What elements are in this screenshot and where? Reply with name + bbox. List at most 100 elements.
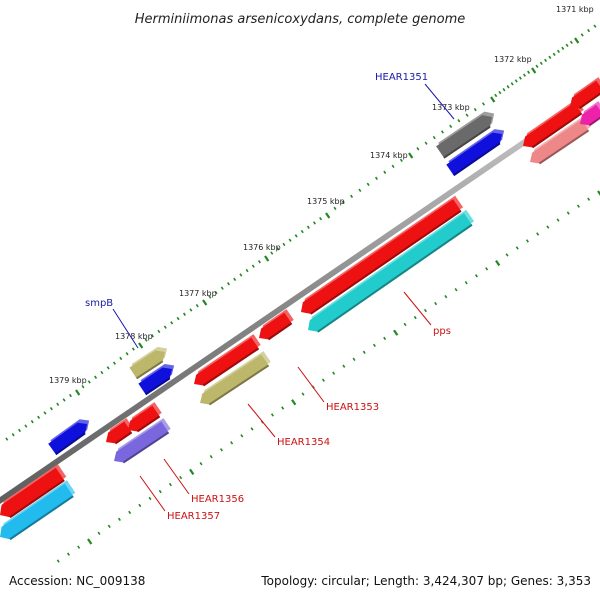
feature-shadow [9, 495, 74, 541]
feature-shadow [531, 112, 583, 149]
gene-feature [200, 351, 271, 406]
gene-label: HEAR1357 [167, 511, 220, 522]
accession-text: Accession: NC_009138 [9, 574, 146, 588]
minor-tick [474, 274, 478, 278]
minor-tick [68, 393, 72, 398]
minor-tick [226, 282, 230, 286]
gene-feature [138, 363, 175, 396]
minor-tick [546, 225, 550, 229]
feature-shadow [55, 432, 86, 456]
minor-tick [454, 287, 458, 292]
minor-tick [37, 415, 41, 420]
minor-tick [383, 170, 387, 175]
minor-tick [587, 197, 591, 201]
minor-tick [94, 375, 98, 379]
feature-body [301, 199, 461, 314]
minor-tick [372, 343, 376, 348]
minor-tick [391, 164, 395, 169]
minor-tick [125, 352, 129, 356]
minor-tick [342, 364, 346, 368]
gene-features [0, 77, 600, 541]
minor-tick [535, 64, 539, 69]
minor-tick [494, 93, 498, 98]
minor-tick [527, 70, 531, 74]
feature-body [580, 104, 600, 126]
feature-shadow [267, 322, 293, 341]
minor-tick [464, 281, 468, 285]
minor-tick [24, 424, 28, 428]
feature-body [128, 405, 160, 432]
minor-tick [245, 268, 249, 273]
minor-tick [251, 264, 255, 268]
minor-tick [131, 347, 135, 351]
minor-tick [332, 371, 336, 375]
minor-tick [341, 200, 345, 205]
label-leader-line [403, 291, 432, 326]
tick-label: 1372 kbp [494, 55, 532, 64]
label-leader-line [139, 475, 166, 512]
minor-tick [352, 357, 356, 361]
minor-tick [444, 294, 448, 299]
minor-tick [158, 489, 162, 494]
minor-tick [11, 433, 15, 437]
feature-body [308, 213, 472, 332]
minor-tick [485, 267, 489, 271]
minor-tick [333, 206, 337, 211]
minor-tick [566, 211, 570, 215]
minor-tick [358, 188, 362, 193]
minor-tick [350, 194, 354, 199]
minor-tick [168, 482, 172, 487]
minor-tick [157, 329, 161, 334]
label-leader-line [424, 83, 455, 120]
minor-tick [43, 411, 47, 415]
minor-tick [403, 322, 407, 327]
minor-tick [128, 510, 132, 515]
minor-tick [561, 46, 565, 51]
tick-label: 1371 kbp [556, 5, 594, 14]
feature-body [114, 421, 169, 463]
gene-feature [106, 418, 134, 445]
minor-tick [413, 315, 417, 320]
minor-tick [587, 28, 591, 33]
gene-feature [48, 419, 90, 456]
feature-body [48, 422, 87, 455]
minor-tick [552, 52, 556, 57]
minor-tick [434, 301, 438, 306]
minor-tick [66, 552, 70, 556]
minor-tick [56, 559, 60, 563]
minor-tick [539, 61, 543, 66]
label-leader-line [247, 403, 276, 438]
minor-tick [502, 87, 506, 92]
feature-shadow [136, 415, 161, 433]
minor-tick [282, 242, 286, 247]
minor-tick [593, 24, 597, 28]
gene-label: HEAR1356 [191, 494, 244, 505]
minor-tick [220, 286, 224, 290]
minor-tick [117, 517, 121, 522]
minor-tick [301, 392, 305, 396]
map-title: Herminiimonas arsenicoxydans, complete g… [135, 12, 465, 27]
minor-tick [505, 253, 509, 257]
gene-feature [0, 464, 67, 519]
minor-tick [106, 366, 110, 370]
minor-tick [239, 273, 243, 277]
minor-tick [276, 247, 280, 251]
minor-tick [518, 76, 522, 80]
feature-body [129, 350, 165, 379]
major-tick [202, 299, 208, 306]
gene-feature [114, 418, 171, 464]
gene-feature [129, 346, 168, 380]
minor-tick [525, 239, 529, 243]
minor-tick [170, 321, 174, 325]
minor-tick [423, 308, 427, 313]
minor-tick [189, 308, 193, 312]
minor-tick [240, 434, 244, 438]
feature-shadow [136, 360, 164, 380]
minor-tick [214, 290, 218, 295]
minor-tick [163, 325, 167, 329]
genome-backbone [0, 87, 600, 504]
feature-body [200, 354, 269, 405]
minor-tick [288, 238, 292, 242]
minor-tick [107, 524, 111, 529]
minor-tick [30, 419, 34, 424]
